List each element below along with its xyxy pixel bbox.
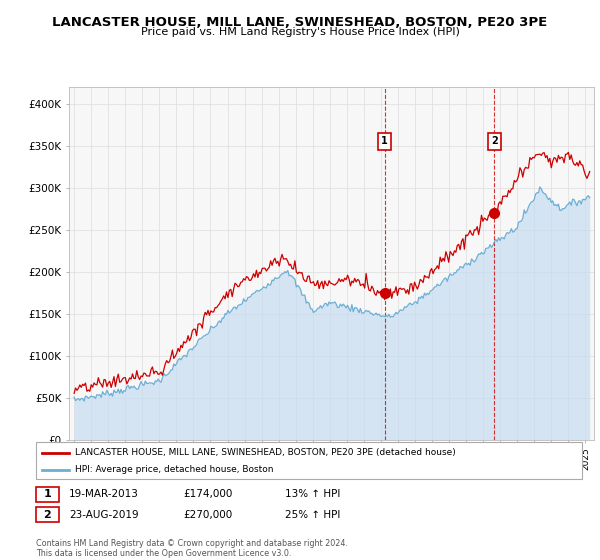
Text: 1: 1 [381,137,388,146]
Text: Contains HM Land Registry data © Crown copyright and database right 2024.
This d: Contains HM Land Registry data © Crown c… [36,539,348,558]
Text: 13% ↑ HPI: 13% ↑ HPI [285,489,340,500]
Text: LANCASTER HOUSE, MILL LANE, SWINESHEAD, BOSTON, PE20 3PE (detached house): LANCASTER HOUSE, MILL LANE, SWINESHEAD, … [75,448,456,457]
Text: HPI: Average price, detached house, Boston: HPI: Average price, detached house, Bost… [75,465,274,474]
Text: Price paid vs. HM Land Registry's House Price Index (HPI): Price paid vs. HM Land Registry's House … [140,27,460,37]
Text: 2: 2 [44,510,51,520]
Text: 23-AUG-2019: 23-AUG-2019 [69,510,139,520]
Text: 2: 2 [491,137,497,146]
Text: LANCASTER HOUSE, MILL LANE, SWINESHEAD, BOSTON, PE20 3PE: LANCASTER HOUSE, MILL LANE, SWINESHEAD, … [52,16,548,29]
Text: 25% ↑ HPI: 25% ↑ HPI [285,510,340,520]
Text: £270,000: £270,000 [183,510,232,520]
Text: 1: 1 [44,489,51,500]
Text: 19-MAR-2013: 19-MAR-2013 [69,489,139,500]
Text: £174,000: £174,000 [183,489,232,500]
